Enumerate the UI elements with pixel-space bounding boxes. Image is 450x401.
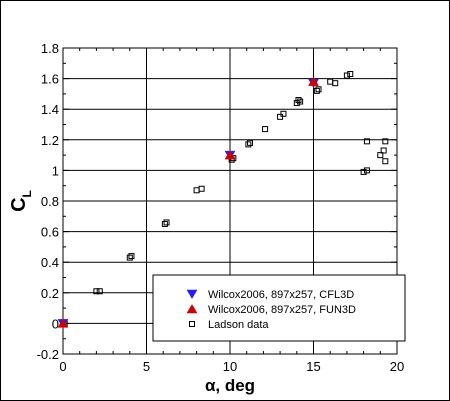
x-tick-label: 10 <box>223 359 237 374</box>
data-point <box>224 150 236 160</box>
data-point <box>161 220 168 227</box>
legend-label: Wilcox2006, 897x257, FUN3D <box>208 304 356 316</box>
legend-marker <box>186 304 198 314</box>
data-point <box>313 87 320 94</box>
data-series <box>57 71 389 329</box>
data-point <box>363 138 370 145</box>
y-axis-label-main: C <box>8 197 30 211</box>
data-point <box>128 253 135 260</box>
data-point <box>247 139 254 146</box>
series-triangle-up <box>57 76 319 328</box>
x-tick-label: 20 <box>390 359 404 374</box>
series-square-open <box>61 71 389 327</box>
data-point <box>297 98 304 105</box>
legend: Wilcox2006, 897x257, CFL3D Wilcox2006, 89… <box>152 274 406 342</box>
data-point <box>57 318 69 328</box>
data-point <box>295 97 302 104</box>
data-point <box>293 100 300 107</box>
y-tick-label: 0.2 <box>41 286 59 301</box>
data-point <box>343 72 350 79</box>
data-point <box>382 138 389 145</box>
y-tick-label: 0.8 <box>41 194 59 209</box>
data-point <box>163 219 170 226</box>
y-tick-label: 1.2 <box>41 133 59 148</box>
x-tick-label: 5 <box>143 359 150 374</box>
y-axis-label: CL <box>8 190 34 212</box>
x-tick-label: 0 <box>59 359 66 374</box>
y-tick-label: -0.2 <box>37 347 59 362</box>
axis-ticks: -0.200.20.40.60.811.21.41.61.80 5 10 15 20 <box>37 41 405 374</box>
x-axis-label: α, deg <box>205 376 255 395</box>
legend-label: Ladson data <box>208 319 269 331</box>
y-tick-label: 1 <box>52 163 59 178</box>
data-point <box>377 152 384 159</box>
data-point <box>262 126 269 133</box>
data-point <box>332 80 339 87</box>
legend-marker <box>189 321 195 327</box>
data-point <box>347 71 354 78</box>
data-point <box>280 110 287 117</box>
y-tick-label: 0 <box>52 316 59 331</box>
y-tick-label: 0.6 <box>41 225 59 240</box>
y-tick-label: 0.4 <box>41 255 59 270</box>
y-tick-label: 1.8 <box>41 41 59 56</box>
y-tick-label: 1.6 <box>41 72 59 87</box>
y-tick-label: 1.4 <box>41 102 59 117</box>
legend-box <box>152 274 406 342</box>
x-tick-label: 15 <box>306 359 320 374</box>
data-point <box>96 288 103 295</box>
data-point <box>126 254 133 261</box>
data-point <box>315 86 322 93</box>
y-axis-label-subscript: L <box>20 190 34 197</box>
data-point <box>93 288 100 295</box>
legend-marker <box>186 289 198 299</box>
data-point <box>327 78 334 85</box>
data-point <box>363 167 370 174</box>
data-point <box>193 187 200 194</box>
data-point <box>360 168 367 175</box>
data-point <box>380 147 387 154</box>
legend-label: Wilcox2006, 897x257, CFL3D <box>208 289 354 301</box>
data-point <box>277 113 284 120</box>
data-point <box>245 141 252 148</box>
data-point <box>198 185 205 192</box>
data-point <box>382 158 389 165</box>
data-point <box>308 76 319 86</box>
